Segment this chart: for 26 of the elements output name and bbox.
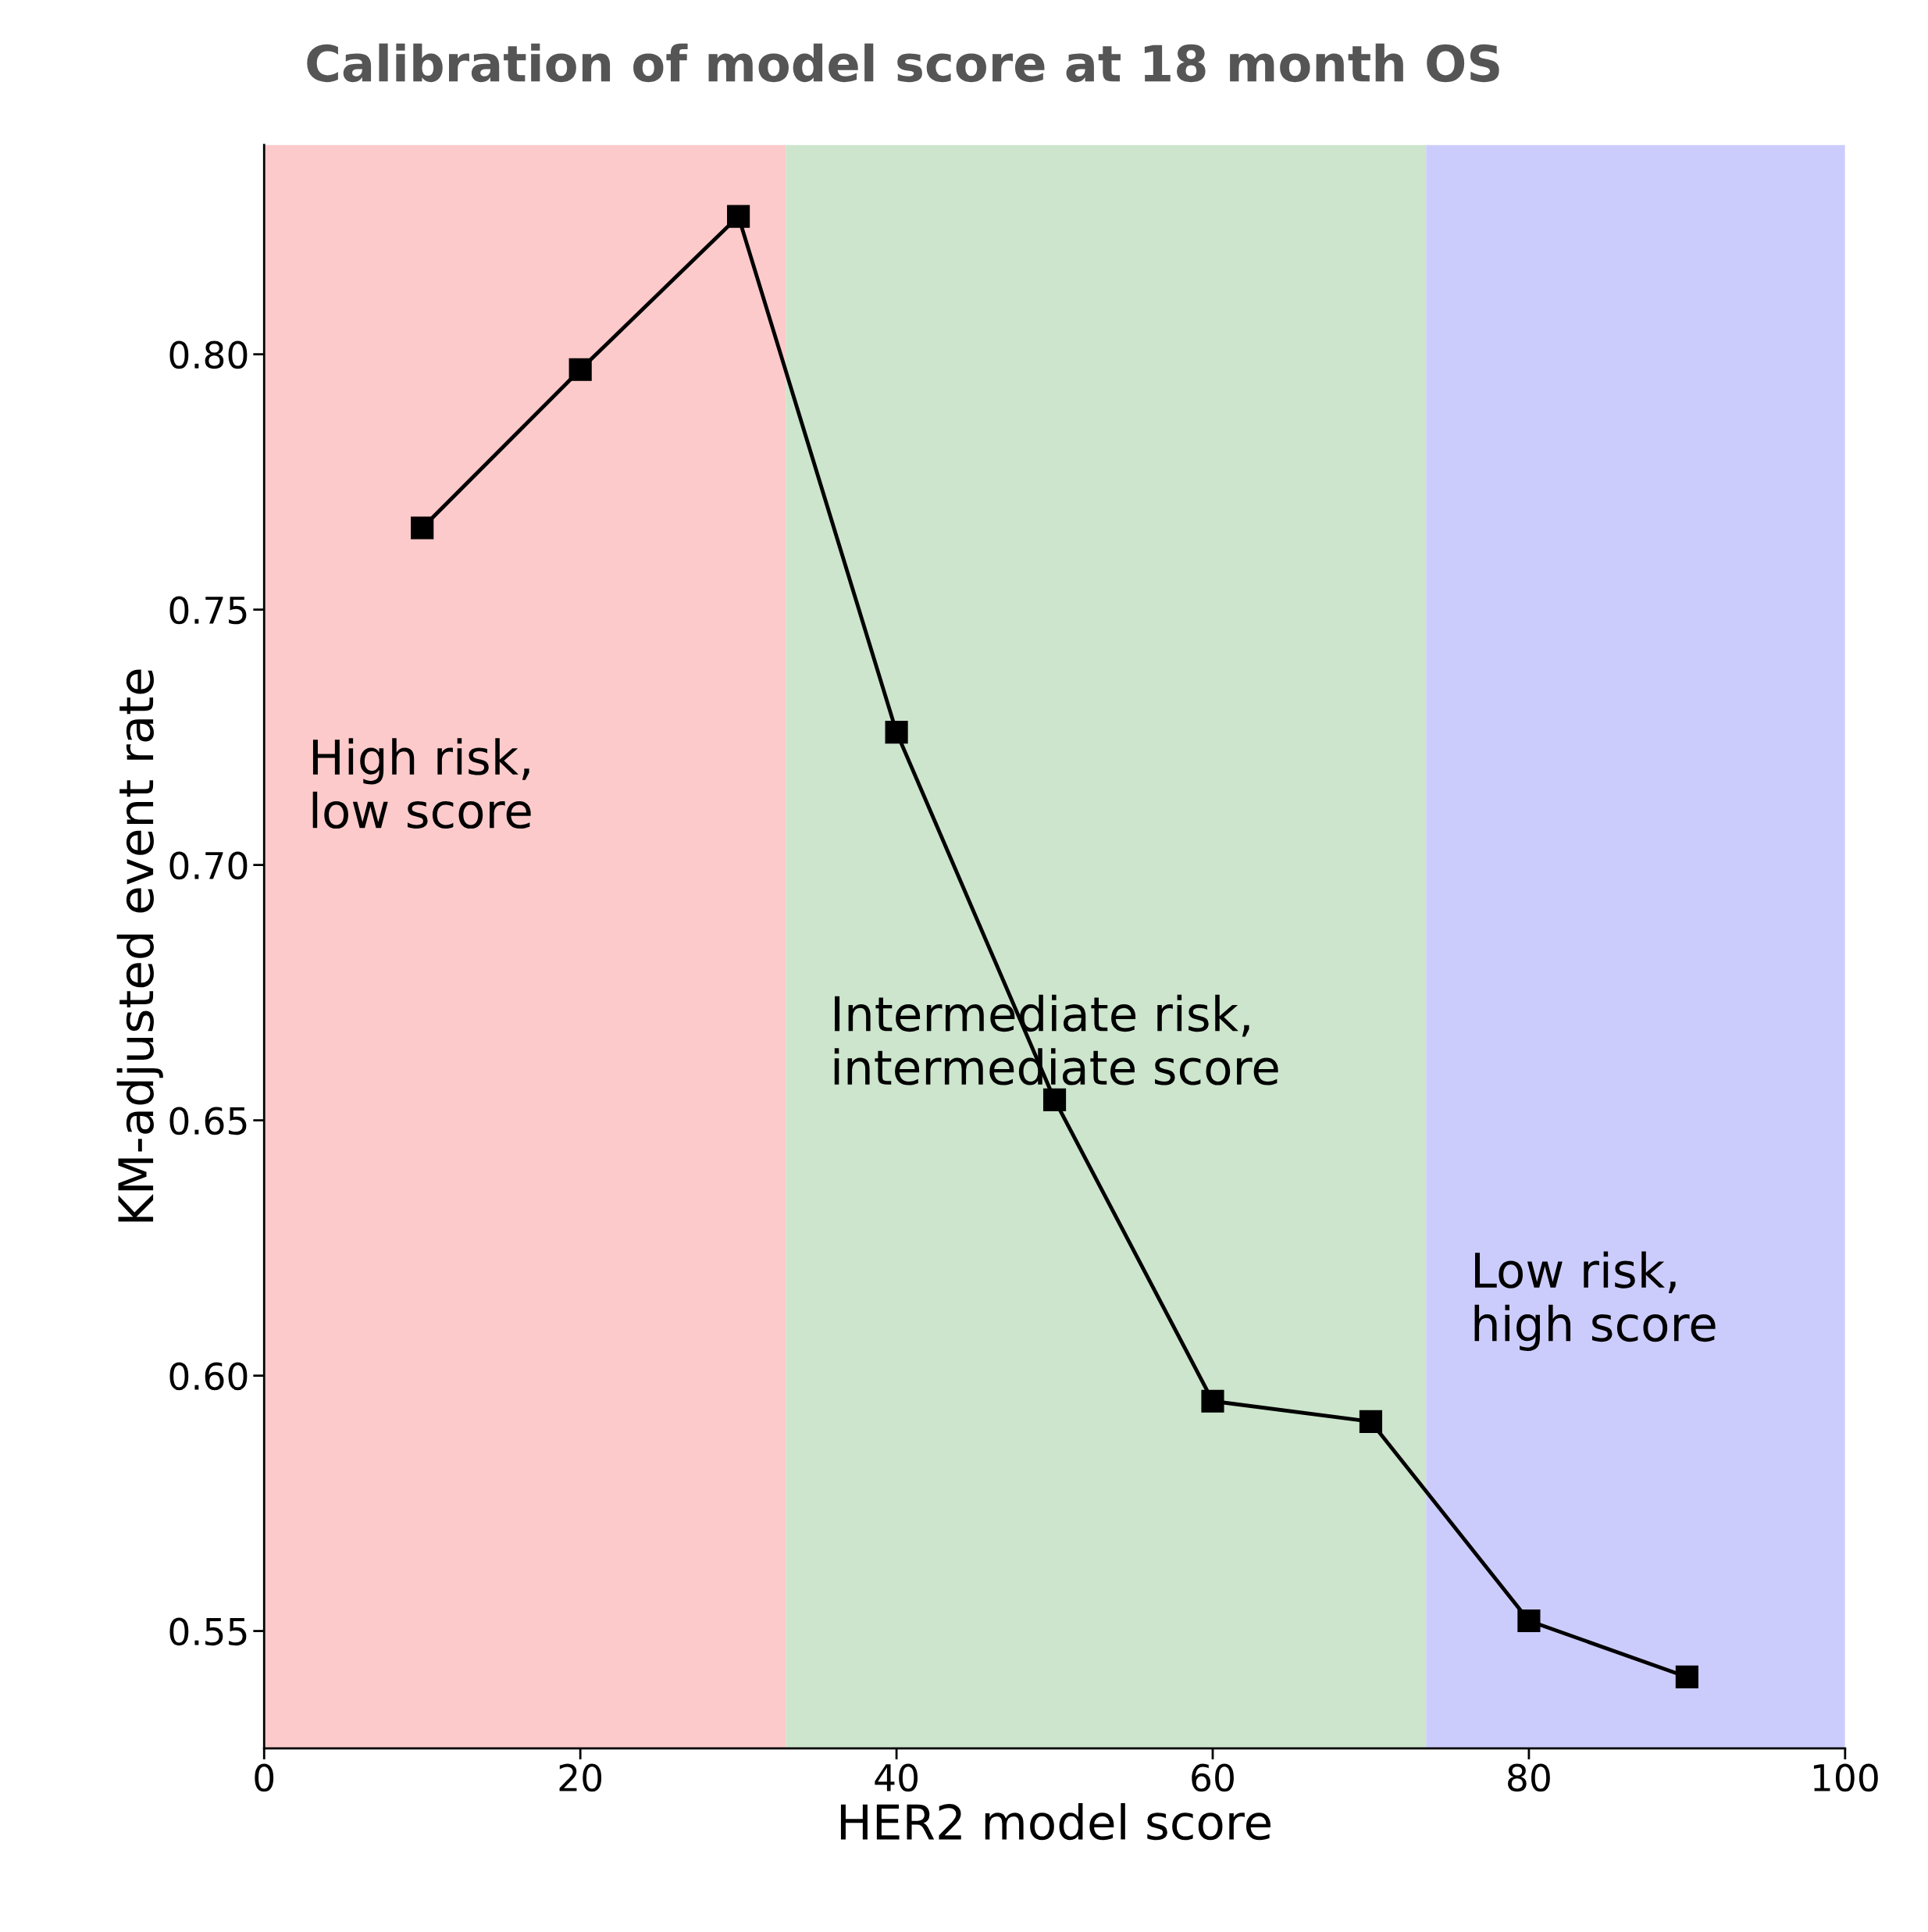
- y-tick-label: 0.55: [169, 1617, 247, 1646]
- x-tick-label: 80: [1508, 1763, 1550, 1792]
- point: [411, 516, 434, 540]
- x-tick-label: 60: [1192, 1763, 1234, 1792]
- point: [1359, 1410, 1383, 1434]
- x-axis-title: HER2 model score: [840, 1802, 1270, 1841]
- x-tick-label: 100: [1813, 1763, 1878, 1792]
- y-tick-label: 0.65: [169, 1107, 247, 1135]
- point: [1675, 1665, 1698, 1689]
- point: [1517, 1609, 1541, 1633]
- y-tick-label: 0.70: [169, 851, 248, 880]
- y-tick-label: 0.75: [169, 596, 247, 625]
- chart-title: Calibration of model score at 18 month OS: [307, 43, 1499, 83]
- point: [885, 721, 908, 744]
- point: [727, 205, 750, 228]
- y-tick-label: 0.60: [169, 1362, 248, 1391]
- x-tick-label: 0: [255, 1763, 274, 1792]
- x-tick-label: 40: [875, 1763, 918, 1792]
- point: [1201, 1389, 1224, 1413]
- x-tick-label: 20: [559, 1763, 602, 1792]
- point: [1042, 1088, 1067, 1112]
- band-label: Low risk, high score: [1474, 1251, 1716, 1351]
- band-label: High risk, low score: [312, 738, 531, 829]
- y-axis-title: KM-adjusted event rate: [116, 669, 163, 1222]
- point: [568, 358, 592, 381]
- y-tick-label: 0.80: [169, 340, 248, 369]
